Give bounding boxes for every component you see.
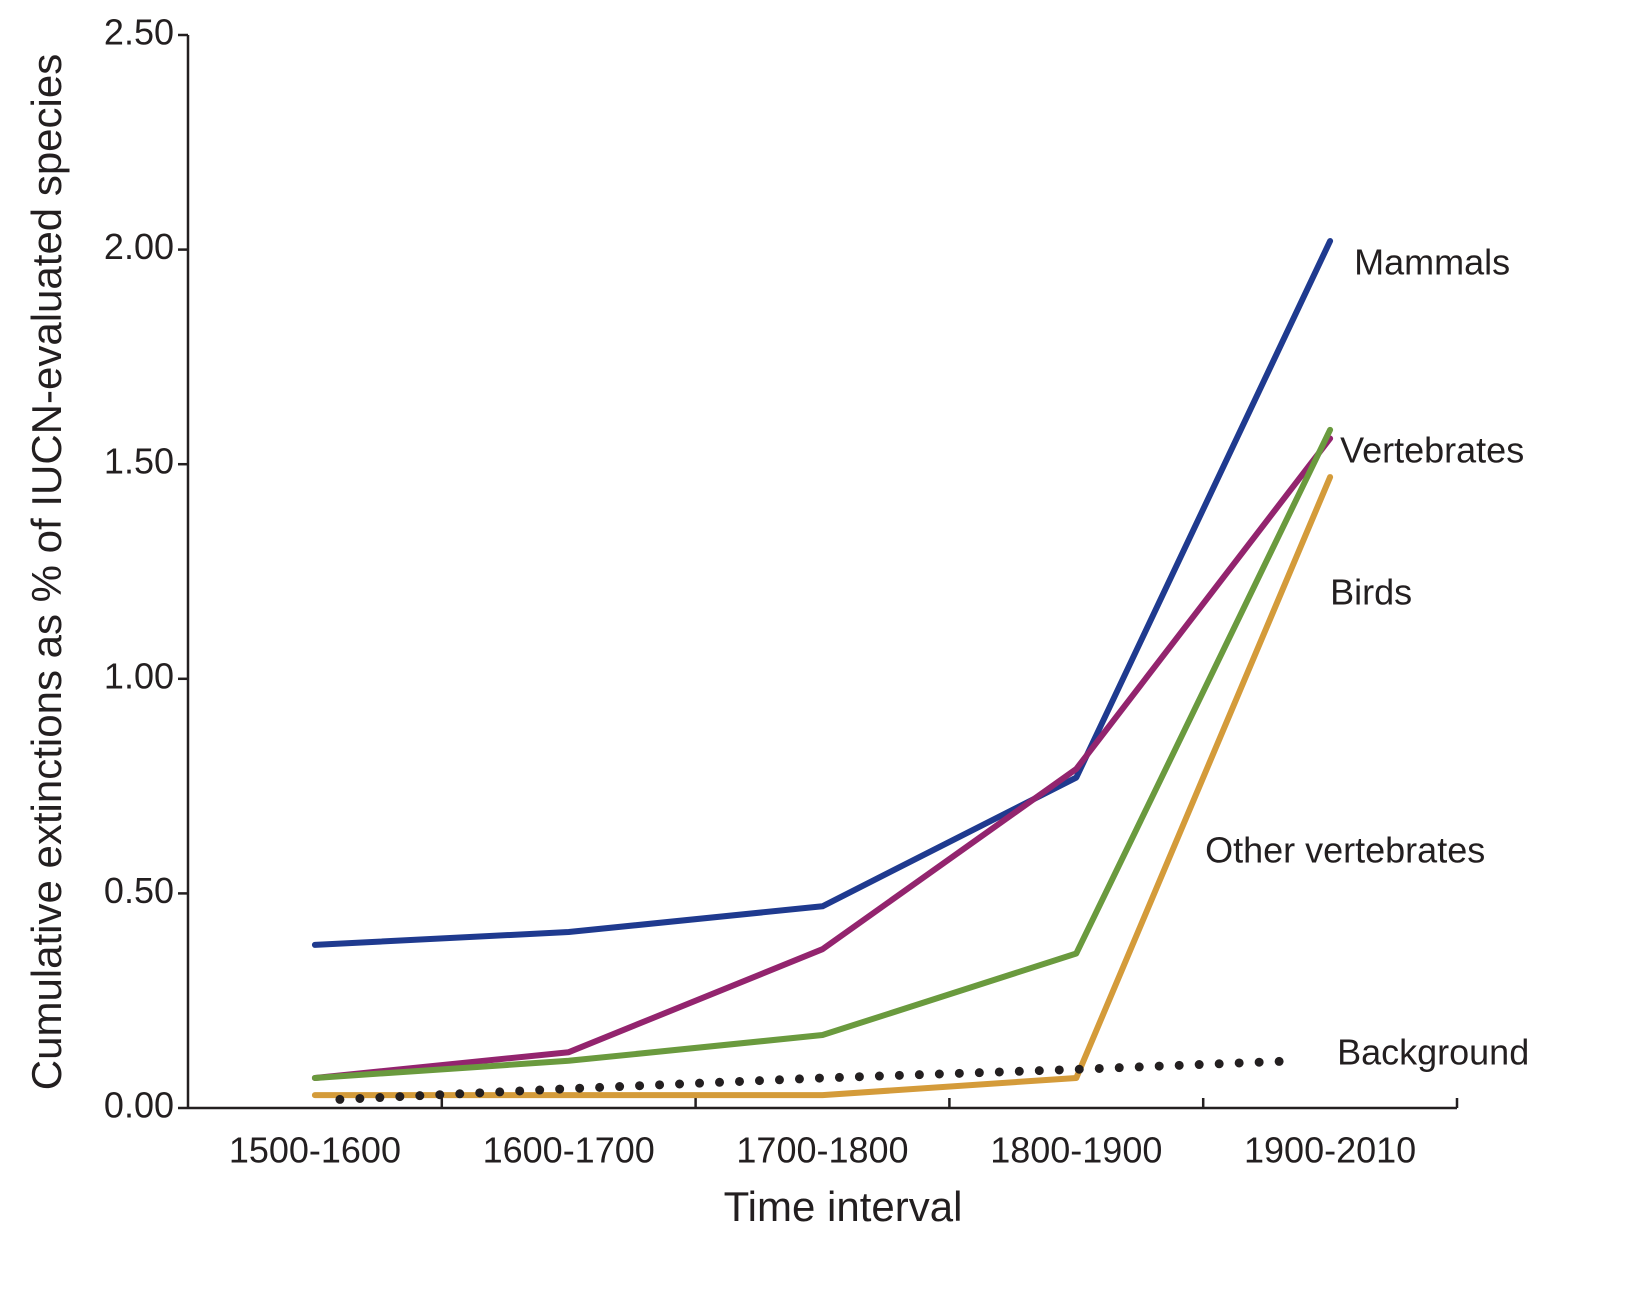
series-line xyxy=(311,426,1334,1081)
series-label: Background xyxy=(1337,1032,1529,1073)
dotted-line xyxy=(335,1056,1300,1104)
y-tick-label: 2.50 xyxy=(104,12,174,53)
series-label: Vertebrates xyxy=(1340,430,1524,471)
y-tick-label: 1.50 xyxy=(104,441,174,482)
series-line xyxy=(311,435,1334,1081)
y-tick-label: 0.50 xyxy=(104,870,174,911)
series-label: Other vertebrates xyxy=(1205,830,1485,871)
series-line xyxy=(311,474,1334,1099)
y-tick-label: 1.00 xyxy=(104,655,174,696)
series-line xyxy=(311,238,1334,948)
series-label: Birds xyxy=(1330,572,1412,613)
x-tick-label: 1800-1900 xyxy=(990,1130,1162,1171)
series-label: Mammals xyxy=(1354,242,1510,283)
y-axis-title: Cumulative extinctions as % of IUCN-eval… xyxy=(23,54,70,1090)
x-tick-label: 1900-2010 xyxy=(1244,1130,1416,1171)
x-tick-label: 1600-1700 xyxy=(483,1130,655,1171)
y-tick-label: 0.00 xyxy=(104,1085,174,1126)
x-tick-label: 1500-1600 xyxy=(229,1130,401,1171)
x-axis-title: Time interval xyxy=(724,1183,963,1230)
y-tick-label: 2.00 xyxy=(104,226,174,267)
x-tick-label: 1700-1800 xyxy=(736,1130,908,1171)
